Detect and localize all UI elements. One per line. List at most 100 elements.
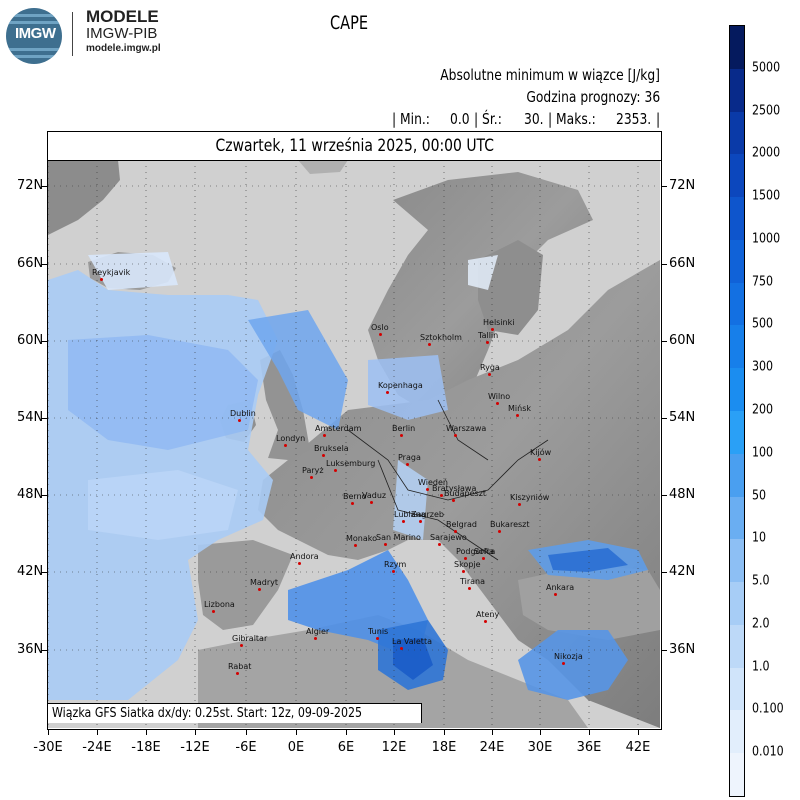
city-label: Vaduz [362,491,387,500]
mean-label: | Śr.: [474,110,502,128]
city-label: Algier [306,627,330,636]
lat-tick [661,341,667,342]
city-marker [454,434,457,437]
city-marker [486,341,489,344]
city-marker [452,499,455,502]
lon-tick [97,729,98,735]
lat-label-left: 48N [17,487,44,502]
city-label: Berlin [392,424,416,433]
city-label: Monako [346,534,378,543]
city-label: Gibraltar [232,634,268,643]
lat-label-left: 36N [17,642,44,657]
city-label: Bruksela [314,444,349,453]
legend-swatch [730,667,744,711]
lat-tick [41,495,47,496]
country-borders [347,399,549,561]
lon-label: 36E [576,740,602,755]
legend-swatch [730,282,744,326]
lon-tick [638,729,639,735]
city-marker [354,544,357,547]
city-marker [310,476,313,479]
brand-url[interactable]: modele.imgw.pl [86,43,161,54]
legend-swatch [730,68,744,113]
lat-label-left: 66N [17,256,44,271]
city-label: Luksemburg [326,459,376,468]
city-label: Sofia [474,547,494,556]
city-marker [516,414,519,417]
legend-label: 1500 [752,188,781,204]
city-marker [406,463,409,466]
legend-label: 2.0 [752,616,770,632]
cape-map[interactable] [48,160,660,728]
legend-label: 0.100 [752,701,784,717]
city-label: Rabat [228,662,252,671]
city-label: Nikozja [554,652,583,661]
city-marker [428,343,431,346]
lon-tick [246,729,247,735]
map-title: CAPE [330,12,369,34]
city-label: Madryt [250,578,279,587]
legend-label: 750 [752,274,774,290]
city-marker [284,444,287,447]
lat-label-right: 66N [669,256,696,271]
brand-org: IMGW-PIB [86,25,158,42]
lon-label: 30E [527,740,553,755]
city-label: Berno [343,492,367,501]
lat-label-right: 54N [669,410,696,425]
city-marker [491,328,494,331]
city-label: Ateny [476,610,500,619]
lat-label-left: 54N [17,410,44,425]
variable-label: Absolutne minimum w wiązce [J/kg] [440,66,660,84]
city-marker [322,454,325,457]
lat-label-right: 42N [669,564,696,579]
city-label: Bukareszt [490,520,530,529]
city-marker [419,520,422,523]
city-label: Ankara [546,583,575,592]
lat-tick [661,264,667,265]
lat-tick [41,650,47,651]
city-label: Tunis [368,627,389,636]
legend-swatch [730,753,744,797]
model-info-text: Wiązka GFS Siatka dx/dy: 0.25st. Start: … [52,706,363,721]
lat-label-right: 60N [669,333,696,348]
mean-value: 30. [524,110,544,128]
city-label: Podgorica [456,547,496,556]
city-marker [376,637,379,640]
legend-swatch [730,624,744,669]
lon-tick [394,729,395,735]
city-label: Paryż [302,466,324,475]
lon-tick [48,729,49,735]
lon-tick [444,729,445,735]
lon-tick [296,729,297,735]
city-marker [351,502,354,505]
lon-label: 12E [381,740,407,755]
legend-swatch [730,411,744,455]
lon-tick [146,729,147,735]
legend-swatch [730,239,744,284]
model-info: Wiązka GFS Siatka dx/dy: 0.25st. Start: … [48,703,422,723]
min-label: | Min.: [392,110,430,128]
legend-swatch [730,710,744,754]
city-marker [482,557,485,560]
city-label: Skopje [454,560,481,569]
city-marker [518,503,521,506]
city-label: Kiszyniów [510,493,550,502]
city-label: Kopenhaga [378,381,423,390]
lon-label: 0E [287,740,305,755]
city-label: Lizbona [204,600,235,609]
lat-label-right: 48N [669,487,696,502]
valid-date: Czwartek, 11 września 2025, 00:00 UTC [215,136,494,156]
lat-tick [661,572,667,573]
lat-label-left: 72N [17,178,44,193]
legend-swatch [730,111,744,155]
city-marker [323,434,326,437]
legend-swatch [730,154,744,198]
legend-label: 50 [752,488,767,504]
city-marker [484,620,487,623]
lon-tick [346,729,347,735]
legend-label: 5000 [752,60,781,76]
city-label: Helsinki [483,318,515,327]
lon-label: 42E [625,740,651,755]
lat-tick [41,572,47,573]
city-label: Ryga [480,363,500,372]
